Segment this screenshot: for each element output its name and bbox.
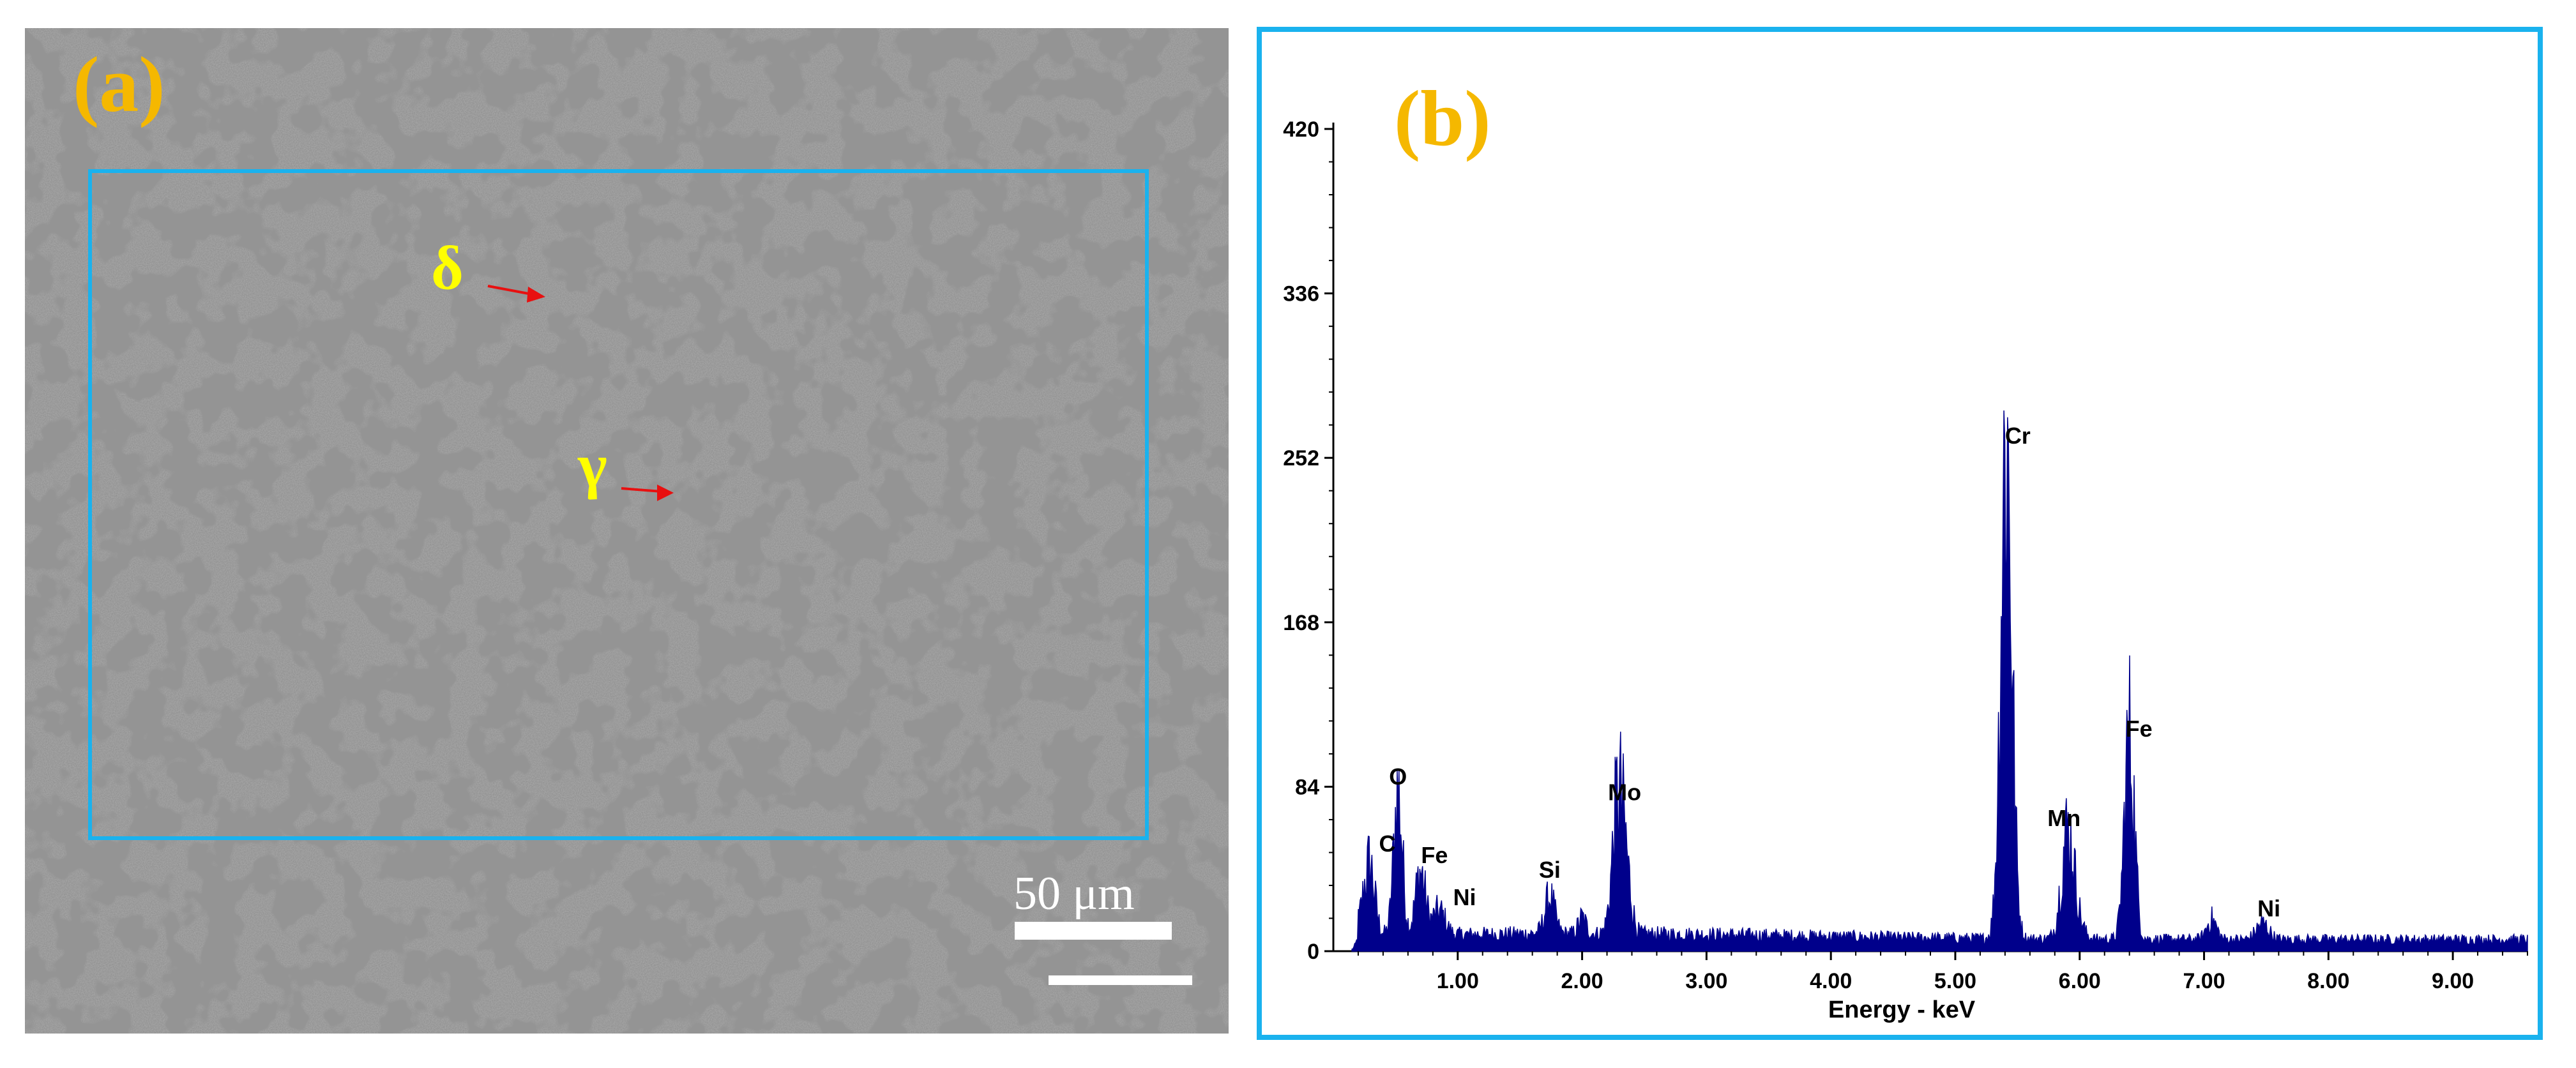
- micrograph-panel: (a) δ γ 50 μm: [25, 28, 1229, 1034]
- x-tick-label: 7.00: [2183, 969, 2225, 993]
- panel-a-label: (a): [73, 41, 165, 128]
- y-tick-label: 168: [1283, 611, 1319, 635]
- gamma-phase-label: γ: [577, 432, 607, 500]
- x-axis-title: Energy - keV: [1828, 997, 1976, 1023]
- delta-arrow: [487, 285, 545, 303]
- scale-bar-label: 50 μm: [1013, 868, 1135, 920]
- eds-spectrum-panel: (b) C O Fe Ni Si Mo Cr Mn Fe Ni 0 84 168 252 336 420 1.…: [1257, 27, 2543, 1040]
- x-tick-label: 1.00: [1437, 969, 1479, 993]
- peak-label-o: O: [1389, 763, 1407, 790]
- micrograph-image: (a) δ γ 50 μm: [25, 28, 1229, 1034]
- x-tick-label: 6.00: [2059, 969, 2101, 993]
- peak-label-mo: Mo: [1608, 779, 1641, 805]
- peak-label-fe: Fe: [2126, 716, 2153, 742]
- peak-label-cr: Cr: [2005, 423, 2031, 449]
- peak-label-c: C: [1379, 831, 1396, 857]
- y-tick-label: 0: [1307, 940, 1319, 964]
- x-tick-label: 3.00: [1685, 969, 1727, 993]
- panel-b-label: (b): [1394, 75, 1491, 162]
- y-tick-label: 84: [1295, 775, 1319, 799]
- scale-bar-secondary: [1049, 975, 1192, 985]
- x-tick-label: 4.00: [1810, 969, 1852, 993]
- analysis-region-box: [88, 169, 1149, 840]
- spectrum-trace: [1351, 410, 2528, 952]
- spectrum-area: [1351, 410, 2528, 952]
- delta-phase-label: δ: [431, 234, 464, 303]
- gamma-arrow: [621, 485, 674, 501]
- y-tick-label: 252: [1283, 446, 1319, 470]
- x-tick-label: 5.00: [1934, 969, 1976, 993]
- x-tick-label: 8.00: [2307, 969, 2349, 993]
- peak-label-si: Si: [1539, 857, 1561, 883]
- peak-label-ni: Ni: [2257, 895, 2280, 921]
- peak-label-mn: Mn: [2047, 805, 2080, 831]
- peak-label-fe: Fe: [1421, 842, 1448, 868]
- x-tick-label: 2.00: [1561, 969, 1603, 993]
- axis-ticks: 0 84 168 252 336 420 1.00 2.00 3.00 4.00 5.00 6.00 7…: [1283, 117, 2528, 993]
- peak-label-ni: Ni: [1453, 884, 1476, 910]
- scale-bar: [1015, 922, 1172, 940]
- y-tick-label: 336: [1283, 282, 1319, 306]
- x-tick-label: 9.00: [2432, 969, 2474, 993]
- y-tick-label: 420: [1283, 117, 1319, 142]
